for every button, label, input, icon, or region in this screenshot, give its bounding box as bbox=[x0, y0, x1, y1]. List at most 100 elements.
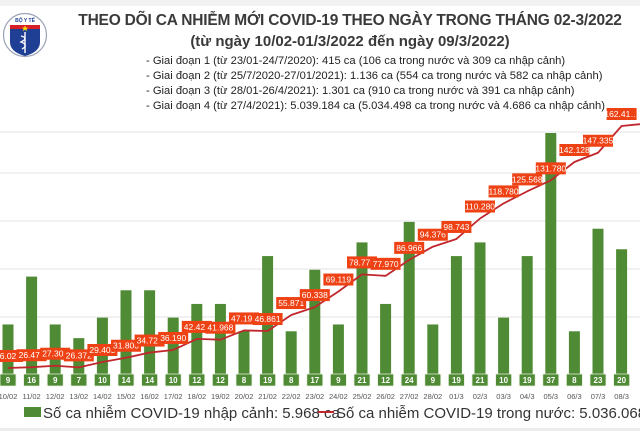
x-tick-06/3: 06/3 bbox=[567, 392, 582, 401]
svg-text:9: 9 bbox=[53, 376, 58, 385]
line-label-24/02: 69.119 bbox=[323, 273, 354, 286]
bar-label-25/02: 21 bbox=[353, 373, 371, 387]
bar-label-07/3: 23 bbox=[589, 373, 607, 387]
svg-text:131.780: 131.780 bbox=[535, 163, 566, 173]
bar-03/3 bbox=[498, 317, 510, 386]
svg-text:34.723: 34.723 bbox=[137, 336, 163, 346]
bar-data-labels: 9 16 9 7 10 14 14 10 12 12 8 19 8 17 9 21 12 24 9 19 21 10 19 3… bbox=[0, 373, 630, 387]
x-tick-19/02: 19/02 bbox=[211, 392, 230, 401]
line-label-05/3: 131.780 bbox=[535, 162, 566, 175]
svg-text:26.471: 26.471 bbox=[19, 350, 45, 360]
x-tick-20/02: 20/02 bbox=[235, 392, 254, 401]
svg-text:26.372: 26.372 bbox=[66, 350, 92, 360]
x-tick-10/02: 10/02 bbox=[0, 392, 17, 401]
line-label-07/3: 147.335 bbox=[583, 134, 614, 147]
legend-line-swatch bbox=[318, 411, 334, 413]
line-label-28/02: 94.376 bbox=[417, 228, 448, 241]
svg-text:19: 19 bbox=[263, 376, 272, 385]
svg-text:24: 24 bbox=[405, 376, 414, 385]
bar-label-14/02: 10 bbox=[94, 373, 111, 387]
x-tick-11/02: 11/02 bbox=[22, 392, 40, 401]
svg-text:36.190: 36.190 bbox=[160, 333, 186, 343]
x-tick-05/3: 05/3 bbox=[543, 392, 558, 401]
bar-label-12/02: 9 bbox=[46, 373, 64, 387]
x-tick-07/3: 07/3 bbox=[591, 392, 606, 401]
bar-label-15/02: 14 bbox=[117, 373, 135, 387]
ministry-of-health-emblem-icon: BỘ Y TẾ bbox=[2, 12, 48, 58]
bar-label-22/02: 8 bbox=[282, 373, 300, 387]
svg-text:9: 9 bbox=[336, 376, 341, 385]
bar-08/3 bbox=[616, 249, 628, 386]
bar-15/02 bbox=[120, 290, 132, 386]
bar-28/02 bbox=[427, 324, 439, 386]
svg-text:23: 23 bbox=[594, 376, 603, 385]
x-tick-25/02: 25/02 bbox=[353, 392, 372, 401]
bar-label-01/3: 19 bbox=[447, 373, 465, 387]
bar-label-06/3: 8 bbox=[566, 373, 583, 387]
bar-label-13/02: 7 bbox=[70, 373, 88, 387]
x-tick-28/02: 28/02 bbox=[423, 392, 442, 401]
line-label-04/3: 125.568 bbox=[512, 173, 543, 186]
line-label-08/3: 162.41… bbox=[604, 108, 639, 120]
svg-text:12: 12 bbox=[381, 376, 390, 385]
svg-text:7: 7 bbox=[77, 376, 82, 385]
svg-text:98.743: 98.743 bbox=[443, 222, 469, 232]
bar-label-24/02: 9 bbox=[329, 373, 347, 387]
svg-text:20: 20 bbox=[617, 376, 626, 385]
bar-label-02/3: 21 bbox=[471, 373, 489, 387]
chart-title: THEO DÕI CA NHIỄM MỚI COVID-19 THEO NGÀY… bbox=[78, 12, 622, 29]
phase-4-note: - Giai đoạn 4 (từ 27/4/2021): 5.039.184 … bbox=[146, 100, 605, 112]
x-tick-27/02: 27/02 bbox=[400, 392, 419, 401]
bar-24/02 bbox=[332, 324, 344, 386]
bar-label-03/3: 10 bbox=[495, 373, 513, 387]
x-tick-26/02: 26/02 bbox=[376, 392, 395, 401]
svg-text:162.41…: 162.41… bbox=[604, 109, 639, 119]
svg-text:94.376: 94.376 bbox=[420, 230, 446, 240]
line-label-14/02: 29.403 bbox=[87, 344, 118, 357]
top-strip bbox=[0, 0, 640, 6]
line-label-26/02: 77.970 bbox=[370, 257, 401, 270]
svg-text:69.119: 69.119 bbox=[326, 275, 352, 285]
line-label-16/02: 34.723 bbox=[134, 334, 165, 347]
line-label-18/02: 42.427 bbox=[181, 320, 212, 333]
svg-text:19: 19 bbox=[523, 376, 532, 385]
bar-27/02 bbox=[403, 221, 415, 386]
legend-item-imported: Số ca nhiễm COVID-19 nhập cảnh: 5.968 ca bbox=[24, 405, 340, 422]
bar-label-28/02: 9 bbox=[424, 373, 442, 387]
line-label-23/02: 60.338 bbox=[299, 289, 330, 302]
legend-bar-swatch bbox=[24, 407, 41, 417]
bar-06/3 bbox=[568, 331, 580, 386]
bar-20/02 bbox=[238, 331, 250, 386]
line-label-19/02: 41.968 bbox=[205, 321, 236, 334]
x-tick-04/3: 04/3 bbox=[520, 392, 535, 401]
x-tick-17/02: 17/02 bbox=[164, 392, 183, 401]
svg-text:16: 16 bbox=[27, 376, 36, 385]
svg-text:9: 9 bbox=[431, 376, 436, 385]
bar-label-05/3: 37 bbox=[542, 373, 560, 387]
x-tick-23/02: 23/02 bbox=[305, 392, 324, 401]
bar-label-21/02: 19 bbox=[259, 373, 277, 387]
svg-text:14: 14 bbox=[122, 376, 131, 385]
line-label-02/3: 110.280 bbox=[465, 200, 495, 213]
bar-label-26/02: 12 bbox=[377, 373, 395, 387]
x-tick-15/02: 15/02 bbox=[117, 392, 136, 401]
x-tick-02/3: 02/3 bbox=[473, 392, 488, 401]
bar-02/3 bbox=[474, 242, 486, 386]
chart-subtitle: (từ ngày 10/02-01/3/2022 đến ngày 09/3/2… bbox=[190, 33, 510, 50]
svg-text:9: 9 bbox=[6, 376, 11, 385]
svg-text:29.403: 29.403 bbox=[89, 345, 115, 355]
svg-text:12: 12 bbox=[216, 376, 225, 385]
line-label-06/3: 142.128 bbox=[559, 143, 590, 156]
svg-text:60.338: 60.338 bbox=[302, 290, 328, 300]
svg-text:47.192: 47.192 bbox=[231, 313, 257, 323]
bar-label-04/3: 19 bbox=[518, 373, 536, 387]
svg-text:78.774: 78.774 bbox=[349, 257, 375, 267]
bar-label-10/02: 9 bbox=[0, 373, 17, 387]
legend-item-domestic: Số ca nhiễm COVID-19 trong nước: 5.036.0… bbox=[318, 405, 640, 422]
svg-text:41.968: 41.968 bbox=[207, 323, 233, 333]
bar-25/02 bbox=[356, 242, 368, 386]
bar-11/02 bbox=[26, 276, 38, 386]
x-tick-12/02: 12/02 bbox=[46, 392, 65, 401]
svg-text:147.335: 147.335 bbox=[583, 136, 614, 146]
